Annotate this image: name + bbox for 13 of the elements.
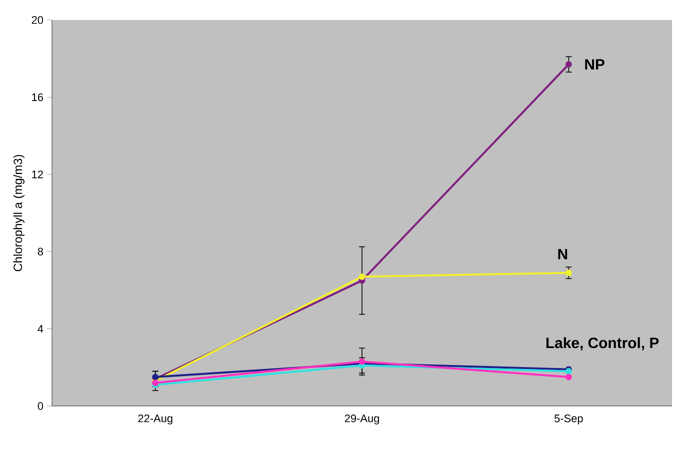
y-tick-label: 20 <box>32 16 44 24</box>
y-tick-label: 4 <box>38 325 44 333</box>
y-tick-label: 12 <box>32 170 43 178</box>
y-tick-label: 16 <box>32 93 43 102</box>
x-tick-label: 5-Sep <box>554 414 583 424</box>
y-tick-label: 0 <box>38 402 44 410</box>
y-tick-label: 8 <box>38 248 44 256</box>
series-label: N <box>558 249 568 260</box>
series-label: NP <box>585 59 604 70</box>
x-tick-label: 22-Aug <box>138 414 172 424</box>
y-axis-title: Chlorophyll a (mg/m3) <box>13 154 24 272</box>
x-tick-label: 29-Aug <box>344 414 379 424</box>
annotation: Lake, Control, P <box>546 337 659 350</box>
